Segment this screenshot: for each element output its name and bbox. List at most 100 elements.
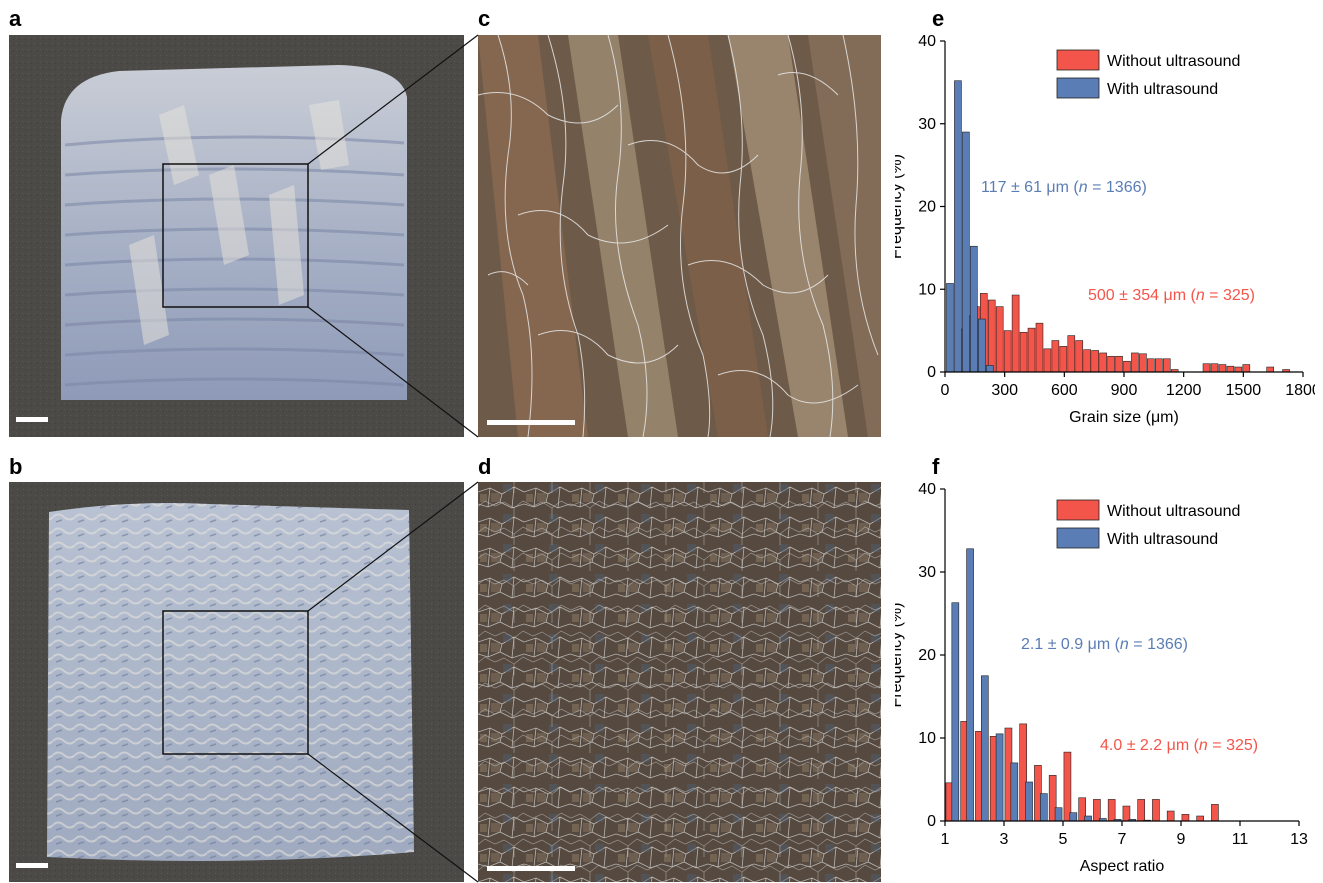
legend-swatch xyxy=(1056,527,1100,549)
bar-with-ultrasound xyxy=(1054,807,1063,822)
x-tick-label: 11 xyxy=(1232,831,1249,848)
bar-without-ultrasound xyxy=(1122,805,1131,822)
bar-without-ultrasound xyxy=(1099,352,1107,373)
micrograph-b xyxy=(9,482,464,882)
x-tick-label: 7 xyxy=(1118,831,1127,848)
bar-with-ultrasound xyxy=(995,733,1004,822)
bar-without-ultrasound xyxy=(1152,799,1160,822)
bar-without-ultrasound xyxy=(1131,352,1139,373)
bar-with-ultrasound xyxy=(1069,812,1078,822)
panel-label-c: c xyxy=(478,6,491,31)
x-tick-label: 0 xyxy=(941,382,950,399)
bar-without-ultrasound xyxy=(1211,804,1219,822)
panel-label-d: d xyxy=(478,454,492,479)
bar-without-ultrasound xyxy=(1181,814,1190,822)
y-tick-label: 10 xyxy=(918,730,936,747)
bar-with-ultrasound xyxy=(962,131,970,373)
bar-without-ultrasound xyxy=(1063,751,1072,822)
x-axis-title: Grain size (μm) xyxy=(1069,409,1179,426)
bar-without-ultrasound xyxy=(1196,815,1204,822)
bar-with-ultrasound xyxy=(985,365,994,373)
bar-with-ultrasound xyxy=(966,548,974,822)
bar-without-ultrasound xyxy=(1067,335,1076,373)
x-tick-label: 1200 xyxy=(1166,382,1202,399)
legend-swatch xyxy=(1056,49,1100,71)
x-axis-title: Aspect ratio xyxy=(1080,858,1165,875)
bar-without-ultrasound xyxy=(1115,355,1123,373)
bar-without-ultrasound xyxy=(1166,810,1175,822)
bar-without-ultrasound xyxy=(1234,366,1243,373)
bar-with-ultrasound xyxy=(1025,781,1033,822)
x-tick-label: 600 xyxy=(1051,382,1078,399)
bar-without-ultrasound xyxy=(1226,365,1235,373)
legend-swatch xyxy=(1056,77,1100,99)
grain-size-histogram: 0 10 20 30 40 0 300 600 900 1200 1500 1800 Grain siz… xyxy=(895,33,1315,426)
bar-with-ultrasound xyxy=(946,283,954,373)
y-tick-label: 40 xyxy=(918,33,936,50)
x-tick-label: 900 xyxy=(1111,382,1138,399)
bar-without-ultrasound xyxy=(1003,330,1012,373)
y-axis-title: Frequency (%) xyxy=(895,603,905,708)
bar-without-ultrasound xyxy=(1139,353,1147,373)
stat-annotation: 4.0 ± 2.2 μm (n = 325) xyxy=(1100,737,1258,754)
legend-label: With ultrasound xyxy=(1107,81,1218,98)
bar-without-ultrasound xyxy=(1059,346,1068,373)
x-tick-label: 300 xyxy=(991,382,1018,399)
zoom-box-b xyxy=(162,610,309,755)
micrograph-d xyxy=(478,482,881,882)
bar-with-ultrasound xyxy=(954,80,962,373)
legend-label: Without ultrasound xyxy=(1107,503,1240,520)
bar-with-ultrasound xyxy=(970,245,978,373)
bar-without-ultrasound xyxy=(1075,340,1084,373)
bar-without-ultrasound xyxy=(995,306,1004,373)
y-tick-label: 10 xyxy=(918,281,936,298)
panel-label-f: f xyxy=(932,454,940,479)
bar-without-ultrasound xyxy=(1093,799,1101,822)
y-tick-label: 40 xyxy=(918,481,936,498)
bar-without-ultrasound xyxy=(1027,327,1036,373)
bar-without-ultrasound xyxy=(1137,799,1145,822)
y-tick-label: 20 xyxy=(918,199,936,216)
micrograph-c xyxy=(478,35,881,437)
bar-with-ultrasound xyxy=(981,675,989,822)
bar-without-ultrasound xyxy=(1083,349,1092,373)
legend-label: With ultrasound xyxy=(1107,531,1218,548)
bar-without-ultrasound xyxy=(1011,294,1020,373)
bar-with-ultrasound xyxy=(1010,762,1019,822)
bar-without-ultrasound xyxy=(1210,363,1219,373)
scale-bar-b xyxy=(16,863,48,868)
x-tick-label: 3 xyxy=(1000,831,1009,848)
bar-without-ultrasound xyxy=(1051,340,1060,373)
stat-annotation: 117 ± 61 μm (n = 1366) xyxy=(981,179,1147,196)
bar-without-ultrasound xyxy=(1218,364,1227,373)
bar-without-ultrasound xyxy=(1162,358,1171,373)
y-tick-label: 20 xyxy=(918,647,936,664)
x-tick-label: 13 xyxy=(1290,831,1308,848)
bar-with-ultrasound xyxy=(951,602,960,822)
y-axis-title: Frequency (%) xyxy=(895,154,905,259)
scale-bar-d xyxy=(487,866,575,871)
stat-annotation: 2.1 ± 0.9 μm (n = 1366) xyxy=(1021,636,1188,653)
bar-without-ultrasound xyxy=(1091,350,1099,373)
micrograph-a xyxy=(9,35,464,437)
y-tick-label: 30 xyxy=(918,564,936,581)
scale-bar-a xyxy=(16,417,48,422)
y-tick-label: 0 xyxy=(927,364,936,381)
bar-without-ultrasound xyxy=(1202,363,1211,373)
y-tick-label: 30 xyxy=(918,116,936,133)
x-tick-label: 1800 xyxy=(1285,382,1315,399)
panel-label-a: a xyxy=(9,6,22,31)
bar-without-ultrasound xyxy=(1123,360,1131,373)
bar-without-ultrasound xyxy=(1242,364,1251,373)
bar-without-ultrasound xyxy=(1155,358,1163,373)
bar-without-ultrasound xyxy=(1266,366,1274,373)
stat-annotation: 500 ± 354 μm (n = 325) xyxy=(1088,287,1255,304)
bar-without-ultrasound xyxy=(1043,348,1052,373)
bar-without-ultrasound xyxy=(1019,331,1028,373)
bar-without-ultrasound xyxy=(1035,322,1044,373)
bar-with-ultrasound xyxy=(977,318,986,373)
bar-without-ultrasound xyxy=(1147,358,1155,373)
legend-label: Without ultrasound xyxy=(1107,53,1240,70)
zoom-box-a xyxy=(162,163,309,308)
